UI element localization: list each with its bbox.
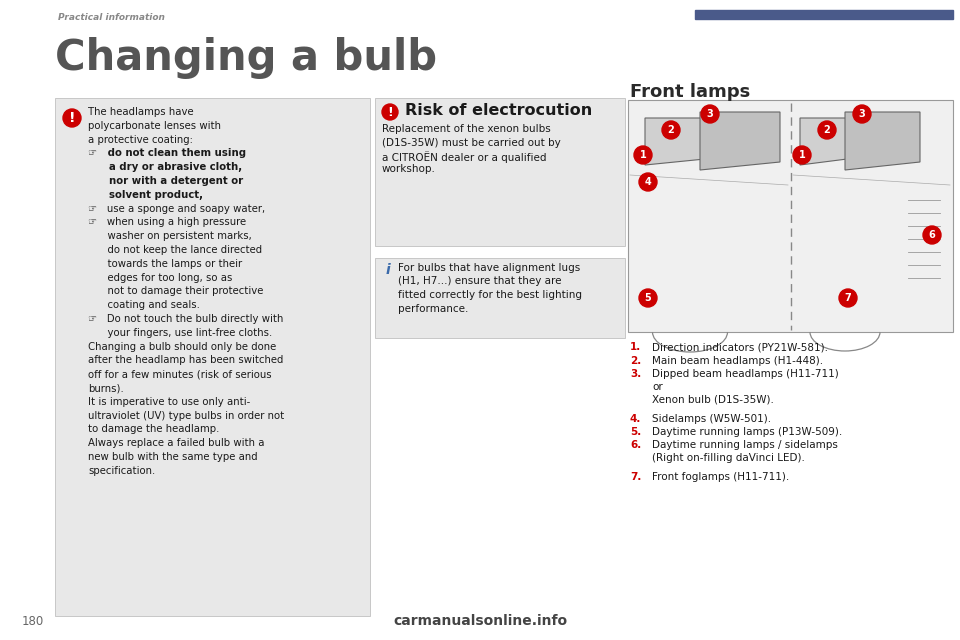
Circle shape xyxy=(382,104,398,120)
Text: 1.: 1. xyxy=(630,342,641,352)
Circle shape xyxy=(63,109,81,127)
Text: after the headlamp has been switched: after the headlamp has been switched xyxy=(88,355,283,365)
Text: Practical information: Practical information xyxy=(58,13,165,22)
Text: Risk of electrocution: Risk of electrocution xyxy=(405,103,592,118)
Circle shape xyxy=(839,289,857,307)
Text: 3.: 3. xyxy=(630,369,641,379)
Text: Changing a bulb should only be done: Changing a bulb should only be done xyxy=(88,342,276,351)
FancyBboxPatch shape xyxy=(375,258,625,338)
Text: washer on persistent marks,: washer on persistent marks, xyxy=(88,231,252,241)
Polygon shape xyxy=(700,112,780,170)
Text: For bulbs that have alignment lugs: For bulbs that have alignment lugs xyxy=(398,263,580,273)
Text: Always replace a failed bulb with a: Always replace a failed bulb with a xyxy=(88,438,265,448)
Text: coating and seals.: coating and seals. xyxy=(88,300,200,310)
Text: or: or xyxy=(652,381,662,392)
Text: 1: 1 xyxy=(799,150,805,160)
Text: 5: 5 xyxy=(644,293,652,303)
Text: 3: 3 xyxy=(707,109,713,119)
Polygon shape xyxy=(845,112,920,170)
Text: ultraviolet (UV) type bulbs in order not: ultraviolet (UV) type bulbs in order not xyxy=(88,411,284,420)
Text: (H1, H7...) ensure that they are: (H1, H7...) ensure that they are xyxy=(398,276,562,287)
Text: Front foglamps (H11-711).: Front foglamps (H11-711). xyxy=(652,472,789,481)
Text: 6: 6 xyxy=(928,230,935,240)
Circle shape xyxy=(639,289,657,307)
Text: specification.: specification. xyxy=(88,466,156,476)
Text: Direction indicators (PY21W-581).: Direction indicators (PY21W-581). xyxy=(652,342,828,352)
Text: 4.: 4. xyxy=(630,413,641,424)
Text: not to damage their protective: not to damage their protective xyxy=(88,287,263,296)
Text: performance.: performance. xyxy=(398,303,468,314)
Text: Main beam headlamps (H1-448).: Main beam headlamps (H1-448). xyxy=(652,355,823,365)
Text: 7.: 7. xyxy=(630,472,641,481)
FancyBboxPatch shape xyxy=(375,98,625,246)
Circle shape xyxy=(662,121,680,139)
Text: (D1S-35W) must be carried out by: (D1S-35W) must be carried out by xyxy=(382,138,561,147)
Text: 1: 1 xyxy=(639,150,646,160)
Text: towards the lamps or their: towards the lamps or their xyxy=(88,259,242,269)
Text: to damage the headlamp.: to damage the headlamp. xyxy=(88,424,220,435)
FancyBboxPatch shape xyxy=(55,98,370,616)
Text: Dipped beam headlamps (H11-711): Dipped beam headlamps (H11-711) xyxy=(652,369,839,379)
Text: 180: 180 xyxy=(22,615,44,628)
Text: edges for too long, so as: edges for too long, so as xyxy=(88,273,232,283)
Text: do not keep the lance directed: do not keep the lance directed xyxy=(88,245,262,255)
Text: Replacement of the xenon bulbs: Replacement of the xenon bulbs xyxy=(382,124,551,134)
Text: a dry or abrasive cloth,: a dry or abrasive cloth, xyxy=(88,162,242,172)
Text: 2: 2 xyxy=(667,125,674,135)
Bar xyxy=(695,10,953,19)
Text: The headlamps have: The headlamps have xyxy=(88,107,194,117)
Text: a protective coating:: a protective coating: xyxy=(88,134,193,145)
Text: ☞   do not clean them using: ☞ do not clean them using xyxy=(88,148,246,158)
Circle shape xyxy=(853,105,871,123)
Polygon shape xyxy=(800,118,855,165)
Text: i: i xyxy=(386,263,391,277)
Text: ☞   when using a high pressure: ☞ when using a high pressure xyxy=(88,218,246,227)
Polygon shape xyxy=(645,118,715,165)
Text: your fingers, use lint-free cloths.: your fingers, use lint-free cloths. xyxy=(88,328,273,338)
Circle shape xyxy=(634,146,652,164)
Text: ☞   use a sponge and soapy water,: ☞ use a sponge and soapy water, xyxy=(88,204,265,214)
Circle shape xyxy=(793,146,811,164)
Text: 3: 3 xyxy=(858,109,865,119)
Text: Sidelamps (W5W-501).: Sidelamps (W5W-501). xyxy=(652,413,771,424)
Text: a CITROËN dealer or a qualified: a CITROËN dealer or a qualified xyxy=(382,151,546,163)
Text: 2: 2 xyxy=(824,125,830,135)
Text: Changing a bulb: Changing a bulb xyxy=(55,37,437,79)
Text: solvent product,: solvent product, xyxy=(88,190,203,200)
Text: workshop.: workshop. xyxy=(382,164,436,175)
Text: off for a few minutes (risk of serious: off for a few minutes (risk of serious xyxy=(88,369,272,380)
Text: !: ! xyxy=(69,111,75,125)
Text: 5.: 5. xyxy=(630,427,641,437)
Text: 2.: 2. xyxy=(630,355,641,365)
Text: 7: 7 xyxy=(845,293,852,303)
Text: burns).: burns). xyxy=(88,383,124,393)
Circle shape xyxy=(923,226,941,244)
Text: fitted correctly for the best lighting: fitted correctly for the best lighting xyxy=(398,290,582,300)
Text: !: ! xyxy=(387,106,393,118)
Text: ☞   Do not touch the bulb directly with: ☞ Do not touch the bulb directly with xyxy=(88,314,283,324)
Bar xyxy=(628,100,953,332)
Text: carmanualsonline.info: carmanualsonline.info xyxy=(393,614,567,628)
Text: 4: 4 xyxy=(644,177,652,187)
Text: polycarbonate lenses with: polycarbonate lenses with xyxy=(88,121,221,131)
Text: Daytime running lamps / sidelamps: Daytime running lamps / sidelamps xyxy=(652,440,838,451)
Circle shape xyxy=(639,173,657,191)
Text: Daytime running lamps (P13W-509).: Daytime running lamps (P13W-509). xyxy=(652,427,842,437)
Text: new bulb with the same type and: new bulb with the same type and xyxy=(88,452,257,462)
Text: Xenon bulb (D1S-35W).: Xenon bulb (D1S-35W). xyxy=(652,394,774,404)
Text: It is imperative to use only anti-: It is imperative to use only anti- xyxy=(88,397,251,407)
Text: Front lamps: Front lamps xyxy=(630,83,751,101)
Circle shape xyxy=(701,105,719,123)
Circle shape xyxy=(818,121,836,139)
Text: nor with a detergent or: nor with a detergent or xyxy=(88,176,243,186)
Text: (Right on-filling daVinci LED).: (Right on-filling daVinci LED). xyxy=(652,453,804,463)
Text: 6.: 6. xyxy=(630,440,641,451)
